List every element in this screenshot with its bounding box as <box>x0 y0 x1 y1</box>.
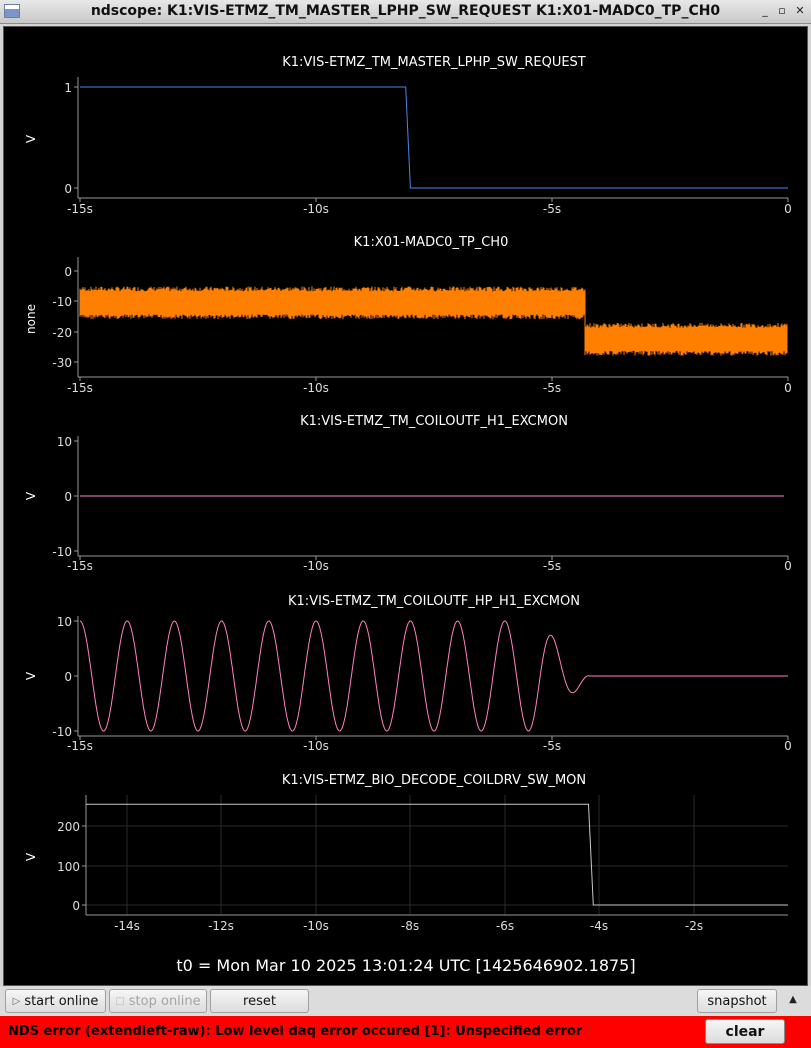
maximize-icon[interactable]: ▫ <box>778 4 786 17</box>
x-tick-label: -10s <box>303 919 329 933</box>
y-tick-label: 0 <box>64 265 72 279</box>
plot-1[interactable]: K1:VIS-ETMZ_TM_MASTER_LPHP_SW_REQUEST V … <box>24 55 792 216</box>
grid <box>86 795 788 915</box>
x-tick-label: -6s <box>496 919 514 933</box>
snapshot-button[interactable]: snapshot <box>697 989 777 1013</box>
x-tick-label: -8s <box>401 919 419 933</box>
y-tick-label: 10 <box>57 435 72 449</box>
x-tick-label: 0 <box>784 381 792 395</box>
window-title: ndscope: K1:VIS-ETMZ_TM_MASTER_LPHP_SW_R… <box>90 3 721 19</box>
reset-button[interactable]: reset <box>210 989 309 1013</box>
plot-title: K1:X01-MADC0_TP_CH0 <box>354 235 509 250</box>
y-axis-label: none <box>24 304 38 334</box>
window-titlebar[interactable]: ndscope: K1:VIS-ETMZ_TM_MASTER_LPHP_SW_R… <box>0 0 811 24</box>
x-tick-label: -15s <box>67 202 93 216</box>
x-tick-label: -10s <box>303 381 329 395</box>
x-tick-label: 0 <box>784 202 792 216</box>
expand-up-icon[interactable]: ▲ <box>789 994 797 1005</box>
trace-line <box>80 86 788 189</box>
app-icon[interactable] <box>4 4 20 18</box>
clear-button[interactable]: clear <box>705 1019 785 1044</box>
x-tick-label: -5s <box>543 739 561 753</box>
x-tick-label: -15s <box>67 381 93 395</box>
plot-title: K1:VIS-ETMZ_BIO_DECODE_COILDRV_SW_MON <box>282 773 586 788</box>
stop-online-button[interactable]: □ stop online <box>109 989 207 1013</box>
y-axis-label: V <box>24 134 38 143</box>
close-icon[interactable]: ✕ <box>795 4 805 17</box>
control-toolbar: ▷ start online □ stop online reset snapsho… <box>0 986 811 1016</box>
plot-title: K1:VIS-ETMZ_TM_COILOUTF_H1_EXCMON <box>300 414 568 429</box>
x-tick-label: -5s <box>543 202 561 216</box>
y-tick-label: 200 <box>57 820 80 834</box>
play-icon: ▷ <box>12 995 21 1007</box>
plot-5[interactable]: K1:VIS-ETMZ_BIO_DECODE_COILDRV_SW_MON V … <box>24 773 788 933</box>
plot-title: K1:VIS-ETMZ_TM_MASTER_LPHP_SW_REQUEST <box>282 55 586 70</box>
minimize-icon[interactable]: _ <box>762 4 768 17</box>
trace-sine <box>79 620 788 732</box>
x-tick-label: -10s <box>303 739 329 753</box>
x-tick-label: -5s <box>543 559 561 573</box>
y-tick-label: 0 <box>64 182 72 196</box>
t0-label: t0 = Mon Mar 10 2025 13:01:24 UTC [14256… <box>176 956 635 975</box>
x-tick-label: -4s <box>590 919 608 933</box>
y-tick-label: 0 <box>64 490 72 504</box>
x-tick-label: -10s <box>303 202 329 216</box>
x-tick-label: -5s <box>543 381 561 395</box>
trace-noise <box>79 286 788 356</box>
x-tick-label: -12s <box>208 919 234 933</box>
y-tick-label: 1 <box>64 81 72 95</box>
y-axis-label: V <box>24 671 38 680</box>
x-tick-label: -15s <box>67 559 93 573</box>
plot-canvas[interactable]: K1:VIS-ETMZ_TM_MASTER_LPHP_SW_REQUEST V … <box>4 27 807 985</box>
y-tick-label: 100 <box>57 860 80 874</box>
plot-4[interactable]: K1:VIS-ETMZ_TM_COILOUTF_HP_H1_EXCMON V 1… <box>24 594 792 753</box>
start-online-button[interactable]: ▷ start online <box>5 989 106 1013</box>
x-tick-label: -2s <box>685 919 703 933</box>
y-axis-label: V <box>24 491 38 500</box>
scope-area: K1:VIS-ETMZ_TM_MASTER_LPHP_SW_REQUEST V … <box>3 26 808 986</box>
plot-3[interactable]: K1:VIS-ETMZ_TM_COILOUTF_H1_EXCMON V 10 0… <box>24 414 792 573</box>
y-tick-label: 0 <box>72 899 80 913</box>
trace-line <box>86 803 788 906</box>
x-tick-label: 0 <box>784 559 792 573</box>
error-message: NDS error (extendleft-raw): Low level da… <box>8 1024 583 1039</box>
y-tick-label: 0 <box>64 670 72 684</box>
y-tick-label: -10 <box>52 295 72 309</box>
y-tick-label: -10 <box>52 545 72 559</box>
x-tick-label: -15s <box>67 739 93 753</box>
y-tick-label: -10 <box>52 725 72 739</box>
plot-2[interactable]: K1:X01-MADC0_TP_CH0 none 0 -10 -20 -30 -… <box>24 235 792 395</box>
y-axis-label: V <box>24 852 38 861</box>
x-tick-label: -10s <box>303 559 329 573</box>
y-tick-label: 10 <box>57 615 72 629</box>
y-tick-label: -20 <box>52 326 72 340</box>
plot-title: K1:VIS-ETMZ_TM_COILOUTF_HP_H1_EXCMON <box>288 594 580 609</box>
x-tick-label: 0 <box>784 739 792 753</box>
y-tick-label: -30 <box>52 356 72 370</box>
x-tick-label: -14s <box>114 919 140 933</box>
stop-icon: □ <box>115 995 125 1007</box>
error-bar: NDS error (extendleft-raw): Low level da… <box>0 1016 811 1048</box>
